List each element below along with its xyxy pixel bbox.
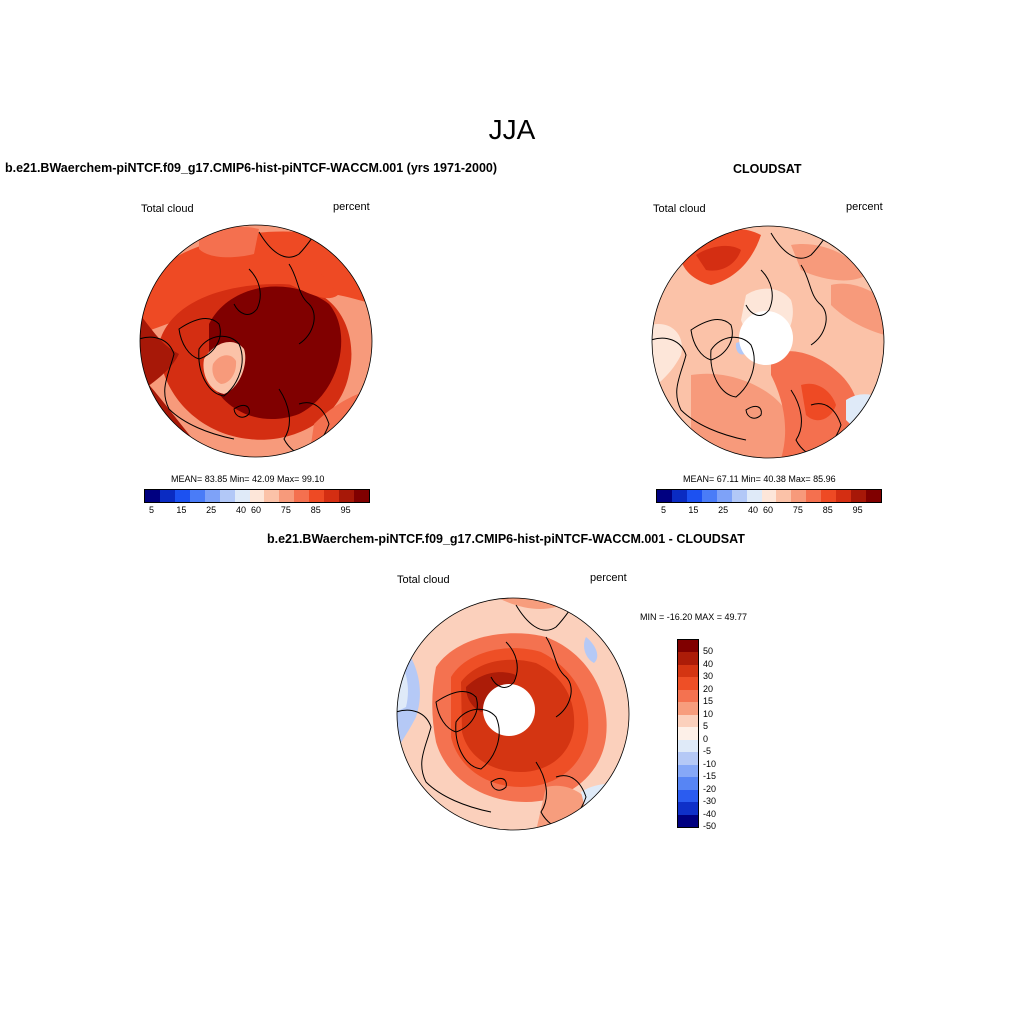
diff-colorbar-swatch — [678, 789, 698, 803]
diff-colorbar-swatch — [678, 664, 698, 678]
diff-colorbar-label: -5 — [703, 746, 712, 757]
model-colorbar-swatch — [309, 490, 325, 502]
model-colorbar — [144, 489, 370, 503]
diff-colorbar-swatch — [678, 640, 698, 653]
model-colorbar-label: 85 — [310, 505, 321, 515]
model-colorbar-swatch — [204, 490, 221, 502]
diff-colorbar-swatch — [678, 777, 698, 791]
model-colorbar-label: 15 — [176, 505, 187, 515]
obs-colorbar-swatch — [821, 490, 837, 502]
obs-colorbar-label: 95 — [852, 505, 863, 515]
diff-colorbar-label: 5 — [703, 721, 709, 732]
model-colorbar-swatch — [174, 490, 191, 502]
diff-colorbar-swatch — [678, 802, 698, 816]
diff-units-label: percent — [590, 572, 627, 584]
obs-colorbar-swatch — [701, 490, 718, 502]
obs-colorbar-label: 25 — [718, 505, 729, 515]
obs-colorbar-swatch — [716, 490, 733, 502]
model-colorbar-swatch — [249, 490, 265, 502]
model-colorbar-swatch — [189, 490, 206, 502]
model-stats: MEAN= 83.85 Min= 42.09 Max= 99.10 — [171, 474, 325, 484]
model-colorbar-swatch — [324, 490, 340, 502]
obs-colorbar-label: 75 — [792, 505, 803, 515]
obs-polar-map — [651, 225, 885, 459]
diff-colorbar-swatch — [678, 814, 698, 828]
diff-colorbar-swatch — [678, 752, 698, 766]
obs-colorbar-swatch — [657, 490, 673, 502]
diff-colorbar-swatch — [678, 727, 698, 741]
model-colorbar-label: 75 — [280, 505, 291, 515]
model-colorbar-swatch — [294, 490, 310, 502]
diff-colorbar-label: -10 — [703, 758, 717, 769]
diff-colorbar-swatch — [678, 764, 698, 778]
model-panel-title: b.e21.BWaerchem-piNTCF.f09_g17.CMIP6-his… — [5, 161, 498, 175]
model-colorbar-swatch — [145, 490, 161, 502]
diff-colorbar-swatch — [678, 714, 698, 728]
diff-colorbar-label: -20 — [703, 783, 717, 794]
model-units-label: percent — [333, 201, 370, 213]
diff-variable-label: Total cloud — [397, 574, 450, 586]
diff-colorbar-swatch — [678, 677, 698, 691]
model-colorbar-swatch — [279, 490, 295, 502]
model-colorbar-swatch — [159, 490, 176, 502]
diff-panel-title: b.e21.BWaerchem-piNTCF.f09_g17.CMIP6-his… — [267, 532, 745, 546]
diff-colorbar-label: -30 — [703, 796, 717, 807]
obs-colorbar-label: 40 — [748, 505, 759, 515]
obs-colorbar-swatch — [686, 490, 703, 502]
diff-colorbar-label: 20 — [703, 683, 714, 694]
figure-title: JJA — [488, 114, 536, 145]
diff-colorbar-swatch — [678, 652, 698, 666]
diff-colorbar-label: 15 — [703, 696, 714, 707]
obs-variable-label: Total cloud — [653, 203, 706, 215]
diff-colorbar-label: -15 — [703, 771, 717, 782]
diff-colorbar — [677, 639, 699, 828]
diff-colorbar-label: 10 — [703, 708, 714, 719]
obs-colorbar-swatch — [731, 490, 748, 502]
diff-colorbar-label: 50 — [703, 646, 714, 657]
diff-colorbar-swatch — [678, 702, 698, 716]
obs-colorbar-swatch — [761, 490, 777, 502]
obs-colorbar-swatch — [791, 490, 807, 502]
model-colorbar-label: 5 — [148, 505, 154, 515]
obs-colorbar-swatch — [776, 490, 792, 502]
obs-stats: MEAN= 67.11 Min= 40.38 Max= 85.96 — [683, 474, 836, 484]
diff-colorbar-label: 40 — [703, 658, 714, 669]
obs-units-label: percent — [846, 201, 883, 213]
model-colorbar-swatch — [234, 490, 251, 502]
model-colorbar-label: 95 — [340, 505, 351, 515]
obs-colorbar-swatch — [746, 490, 763, 502]
diff-colorbar-swatch — [678, 739, 698, 753]
obs-panel-title: CLOUDSAT — [733, 162, 802, 176]
model-colorbar-swatch — [264, 490, 280, 502]
obs-colorbar-swatch — [836, 490, 852, 502]
obs-colorbar-swatch — [851, 490, 867, 502]
obs-colorbar-label: 85 — [822, 505, 833, 515]
obs-colorbar-label: 5 — [660, 505, 666, 515]
obs-colorbar-swatch — [866, 490, 882, 502]
diff-colorbar-label: 0 — [703, 733, 709, 744]
diff-polar-map — [396, 597, 630, 831]
diff-colorbar-label: 30 — [703, 671, 714, 682]
model-polar-map — [139, 224, 373, 458]
obs-colorbar-swatch — [806, 490, 822, 502]
diff-minmax: MIN = -16.20 MAX = 49.77 — [640, 612, 748, 622]
model-colorbar-swatch — [219, 490, 236, 502]
diff-colorbar-label: -50 — [703, 821, 717, 831]
model-colorbar-label: 60 — [250, 505, 262, 515]
obs-colorbar-label: 15 — [688, 505, 699, 515]
obs-colorbar-label: 60 — [762, 505, 774, 515]
obs-colorbar — [656, 489, 882, 503]
obs-colorbar-swatch — [671, 490, 688, 502]
model-colorbar-swatch — [354, 490, 370, 502]
model-colorbar-label: 25 — [206, 505, 217, 515]
model-colorbar-label: 40 — [236, 505, 247, 515]
diff-colorbar-label: -40 — [703, 808, 717, 819]
model-colorbar-swatch — [339, 490, 355, 502]
model-variable-label: Total cloud — [141, 203, 194, 215]
diff-colorbar-swatch — [678, 689, 698, 703]
